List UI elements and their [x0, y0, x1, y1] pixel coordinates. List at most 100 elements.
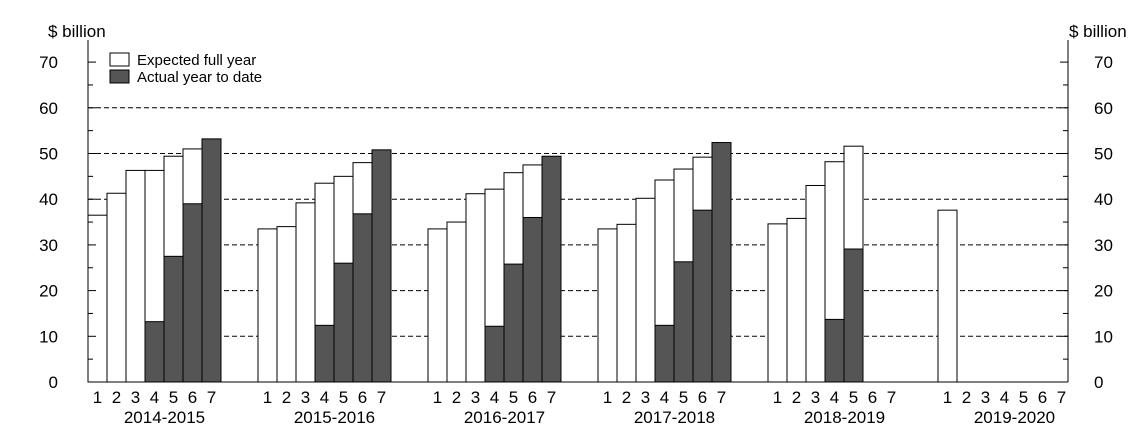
left-tick-label: 20: [39, 282, 58, 301]
sub-tick-label: 3: [641, 388, 650, 407]
sub-tick-label: 1: [943, 388, 952, 407]
sub-tick-label: 7: [207, 388, 216, 407]
sub-tick-label: 4: [150, 388, 159, 407]
sub-tick-label: 2: [282, 388, 291, 407]
bar-actual: [182, 203, 203, 383]
group-label: 2019-2020: [974, 408, 1055, 427]
right-tick-label: 70: [1094, 53, 1113, 72]
bar-actual: [711, 142, 732, 383]
sub-tick-label: 1: [263, 388, 272, 407]
sub-tick-label: 2: [792, 388, 801, 407]
bar-expected: [87, 214, 108, 383]
sub-tick-label: 1: [773, 388, 782, 407]
left-tick-label: 50: [39, 145, 58, 164]
bar-expected: [805, 184, 826, 383]
bar-actual: [352, 213, 373, 383]
legend-swatch-expected: [109, 52, 130, 67]
left-tick-label: 0: [49, 373, 58, 392]
sub-tick-label: 3: [811, 388, 820, 407]
bar-expected: [276, 226, 297, 383]
left-tick-label: 10: [39, 327, 58, 346]
left-tick-label: 30: [39, 236, 58, 255]
left-unit-label: $ billion: [48, 22, 106, 41]
legend-label-actual: Actual year to date: [137, 69, 262, 86]
sub-tick-label: 5: [849, 388, 858, 407]
sub-tick-label: 6: [698, 388, 707, 407]
sub-tick-label: 4: [490, 388, 499, 407]
ticks: [88, 61, 1068, 383]
sub-tick-label: 1: [433, 388, 442, 407]
bar-actual: [163, 255, 184, 383]
bar-expected: [635, 197, 656, 383]
sub-tick-label: 4: [1000, 388, 1009, 407]
sub-tick-label: 5: [679, 388, 688, 407]
left-tick-label: 40: [39, 190, 58, 209]
bar-expected: [257, 228, 278, 383]
bar-actual: [843, 248, 864, 383]
bar-actual: [522, 216, 543, 383]
bar-actual: [314, 324, 335, 383]
right-tick-label: 40: [1094, 190, 1113, 209]
sub-tick-label: 6: [868, 388, 877, 407]
sub-tick-label: 4: [320, 388, 329, 407]
group-label: 2016-2017: [464, 408, 545, 427]
left-tick-label: 70: [39, 53, 58, 72]
sub-tick-label: 5: [1019, 388, 1028, 407]
bar-expected: [597, 228, 618, 383]
bar-expected: [786, 217, 807, 383]
bar-expected: [106, 192, 127, 383]
sub-tick-label: 7: [377, 388, 386, 407]
group-label: 2017-2018: [634, 408, 715, 427]
right-unit-label: $ billion: [1069, 22, 1127, 41]
sub-tick-label: 2: [452, 388, 461, 407]
right-tick-label: 60: [1094, 99, 1113, 118]
legend-swatch-actual: [109, 69, 130, 84]
axes: [87, 40, 1069, 383]
sub-tick-label: 4: [660, 388, 669, 407]
bar-actual: [503, 263, 524, 383]
bar-actual: [371, 149, 392, 383]
left-tick-label: 60: [39, 99, 58, 118]
bar-actual: [333, 262, 354, 383]
bar-expected: [767, 223, 788, 383]
sub-tick-label: 2: [112, 388, 121, 407]
bar-actual: [654, 324, 675, 383]
sub-tick-label: 6: [358, 388, 367, 407]
sub-tick-label: 4: [830, 388, 839, 407]
sub-tick-label: 3: [981, 388, 990, 407]
sub-tick-label: 6: [528, 388, 537, 407]
bar-actual: [484, 325, 505, 383]
bars: [87, 138, 958, 383]
bar-expected: [125, 169, 146, 383]
group-label: 2015-2016: [294, 408, 375, 427]
bar-expected: [446, 221, 467, 383]
bar-actual: [692, 209, 713, 383]
sub-tick-label: 6: [188, 388, 197, 407]
sub-tick-label: 6: [1038, 388, 1047, 407]
bar-expected: [295, 202, 316, 383]
bar-actual: [144, 321, 165, 383]
bar-actual: [673, 261, 694, 383]
sub-tick-label: 7: [887, 388, 896, 407]
bar-actual: [541, 155, 562, 383]
group-label: 2018-2019: [804, 408, 885, 427]
right-tick-label: 20: [1094, 282, 1113, 301]
legend-label-expected: Expected full year: [137, 52, 256, 69]
bar-expected: [937, 209, 958, 383]
bar-actual: [201, 138, 222, 383]
bar-expected: [616, 223, 637, 383]
sub-tick-label: 2: [962, 388, 971, 407]
sub-tick-label: 7: [717, 388, 726, 407]
sub-tick-label: 2: [622, 388, 631, 407]
bar-expected: [427, 228, 448, 383]
sub-tick-label: 3: [471, 388, 480, 407]
sub-tick-label: 5: [169, 388, 178, 407]
right-tick-label: 30: [1094, 236, 1113, 255]
sub-tick-label: 7: [547, 388, 556, 407]
bar-expected: [465, 193, 486, 383]
sub-tick-label: 1: [93, 388, 102, 407]
sub-tick-label: 3: [131, 388, 140, 407]
sub-tick-label: 7: [1057, 388, 1066, 407]
